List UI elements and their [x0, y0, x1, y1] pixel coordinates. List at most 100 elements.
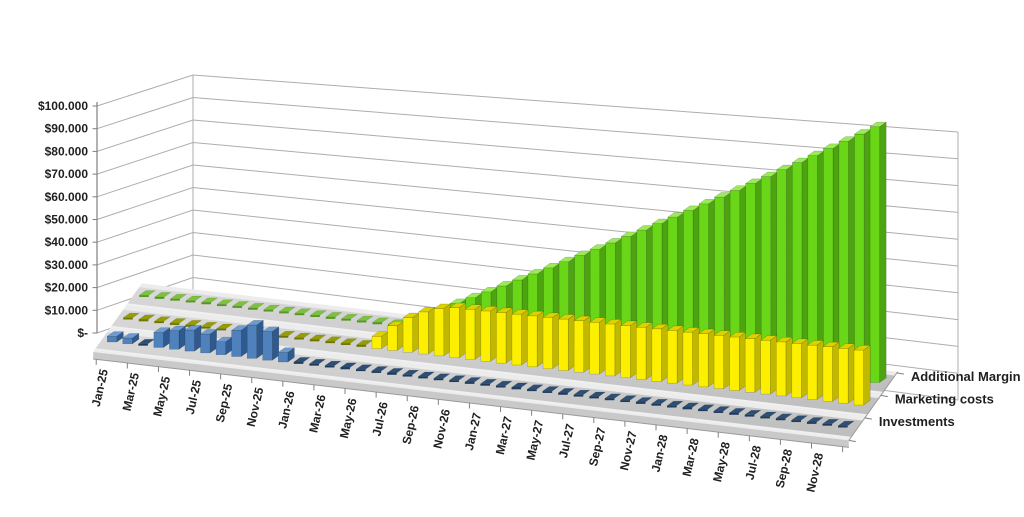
- bar-top: [635, 322, 654, 328]
- bar-tile-edge: [294, 313, 305, 316]
- bar-tile-edge: [402, 374, 413, 377]
- bar-tile: [153, 316, 172, 322]
- bar: [620, 325, 631, 378]
- bar-tile: [138, 290, 156, 296]
- bar-tile-edge: [760, 416, 770, 419]
- bar-tile-edge: [216, 328, 227, 331]
- x-axis-label: May-27: [524, 418, 547, 461]
- bar: [636, 326, 647, 380]
- bar-tile: [650, 399, 669, 405]
- bar-side: [490, 305, 498, 362]
- bar-tile-edge: [185, 300, 196, 303]
- y-axis-label: $30.000: [45, 258, 89, 272]
- bar-tile: [588, 391, 606, 397]
- bar-top: [495, 307, 514, 313]
- bar-tile-edge: [123, 317, 133, 320]
- bar-side: [847, 343, 855, 404]
- x-axis-label: Sep-27: [586, 426, 609, 468]
- bar-tile: [355, 364, 373, 370]
- bar-tile-edge: [201, 302, 211, 305]
- bar-tile-edge: [324, 365, 335, 368]
- bar-tile-edge: [806, 422, 817, 424]
- bar-top: [791, 338, 809, 344]
- bar-tile: [635, 397, 653, 403]
- bar: [558, 318, 569, 371]
- bar-tile-edge: [558, 392, 568, 395]
- bar: [262, 331, 273, 361]
- bar: [744, 338, 756, 393]
- bar-top: [121, 333, 140, 339]
- bar-side: [676, 325, 684, 384]
- bar: [153, 332, 164, 348]
- bar-tile: [294, 308, 312, 314]
- bar-tile-edge: [838, 425, 848, 428]
- bar: [729, 336, 740, 391]
- bar-side: [428, 306, 435, 355]
- bar-tile: [759, 411, 778, 417]
- bar-tile: [790, 415, 809, 421]
- bar: [527, 315, 538, 368]
- bar-tile: [339, 362, 358, 368]
- bar-tile: [309, 310, 327, 316]
- bar-tile-edge: [138, 343, 148, 346]
- bar-top: [261, 326, 280, 332]
- bar-top: [153, 327, 171, 333]
- x-axis-label: Jan-25: [89, 367, 111, 408]
- gridline: [96, 74, 959, 133]
- bar-side: [412, 312, 420, 353]
- bar-tile-edge: [667, 405, 677, 408]
- bar: [106, 336, 118, 343]
- bar-top: [744, 333, 763, 339]
- x-axis-label: Mar-27: [493, 415, 515, 456]
- bar-top: [822, 341, 840, 348]
- bar-tile: [184, 320, 203, 326]
- x-axis-label: Jul-26: [369, 400, 391, 437]
- bar-side: [879, 121, 887, 383]
- bar-top: [682, 327, 700, 333]
- bar-tile-edge: [620, 400, 630, 403]
- bar: [838, 141, 849, 380]
- bar-tile-edge: [418, 376, 428, 379]
- series-axis-tick: [880, 394, 888, 398]
- bar-tile-edge: [356, 344, 367, 347]
- bar-tile-edge: [356, 369, 366, 372]
- bar-tile-edge: [744, 414, 755, 417]
- bar: [667, 330, 678, 384]
- x-axis-label: Nov-28: [804, 451, 827, 493]
- y-axis-label: $40.000: [45, 235, 89, 249]
- bar-tile-edge: [527, 389, 537, 392]
- bar-tile-edge: [154, 321, 164, 324]
- bar-tile-edge: [293, 362, 304, 364]
- bar-top: [697, 328, 716, 334]
- bar-side: [536, 310, 544, 368]
- y-axis-label: $90.000: [45, 122, 89, 136]
- bar-tile-edge: [248, 307, 258, 310]
- bar: [246, 324, 257, 359]
- bar: [807, 344, 818, 400]
- bar: [760, 339, 771, 395]
- bar-tile: [185, 295, 203, 301]
- series-label: Additional Margin: [911, 369, 1021, 384]
- bar-side: [863, 344, 871, 406]
- bar: [402, 317, 413, 353]
- y-axis-label: $-: [77, 326, 88, 340]
- bar: [651, 328, 662, 382]
- bar-tile: [417, 371, 435, 377]
- bar-tile: [122, 312, 140, 318]
- bar-tile-edge: [495, 385, 506, 388]
- bar-side: [521, 309, 529, 366]
- bar-tile: [479, 379, 498, 385]
- bar-tile: [526, 384, 544, 390]
- bar-top: [588, 317, 607, 323]
- bar-tile: [666, 400, 684, 406]
- bar-tile: [200, 297, 219, 303]
- bar-tile: [837, 420, 855, 426]
- bar-tile-edge: [589, 396, 599, 399]
- bar-tile-edge: [682, 407, 693, 410]
- bar-tile-edge: [433, 378, 444, 381]
- bar: [449, 307, 460, 358]
- x-axis-label: Nov-25: [244, 386, 267, 428]
- bar-tile: [433, 373, 451, 379]
- bar-side: [272, 326, 280, 361]
